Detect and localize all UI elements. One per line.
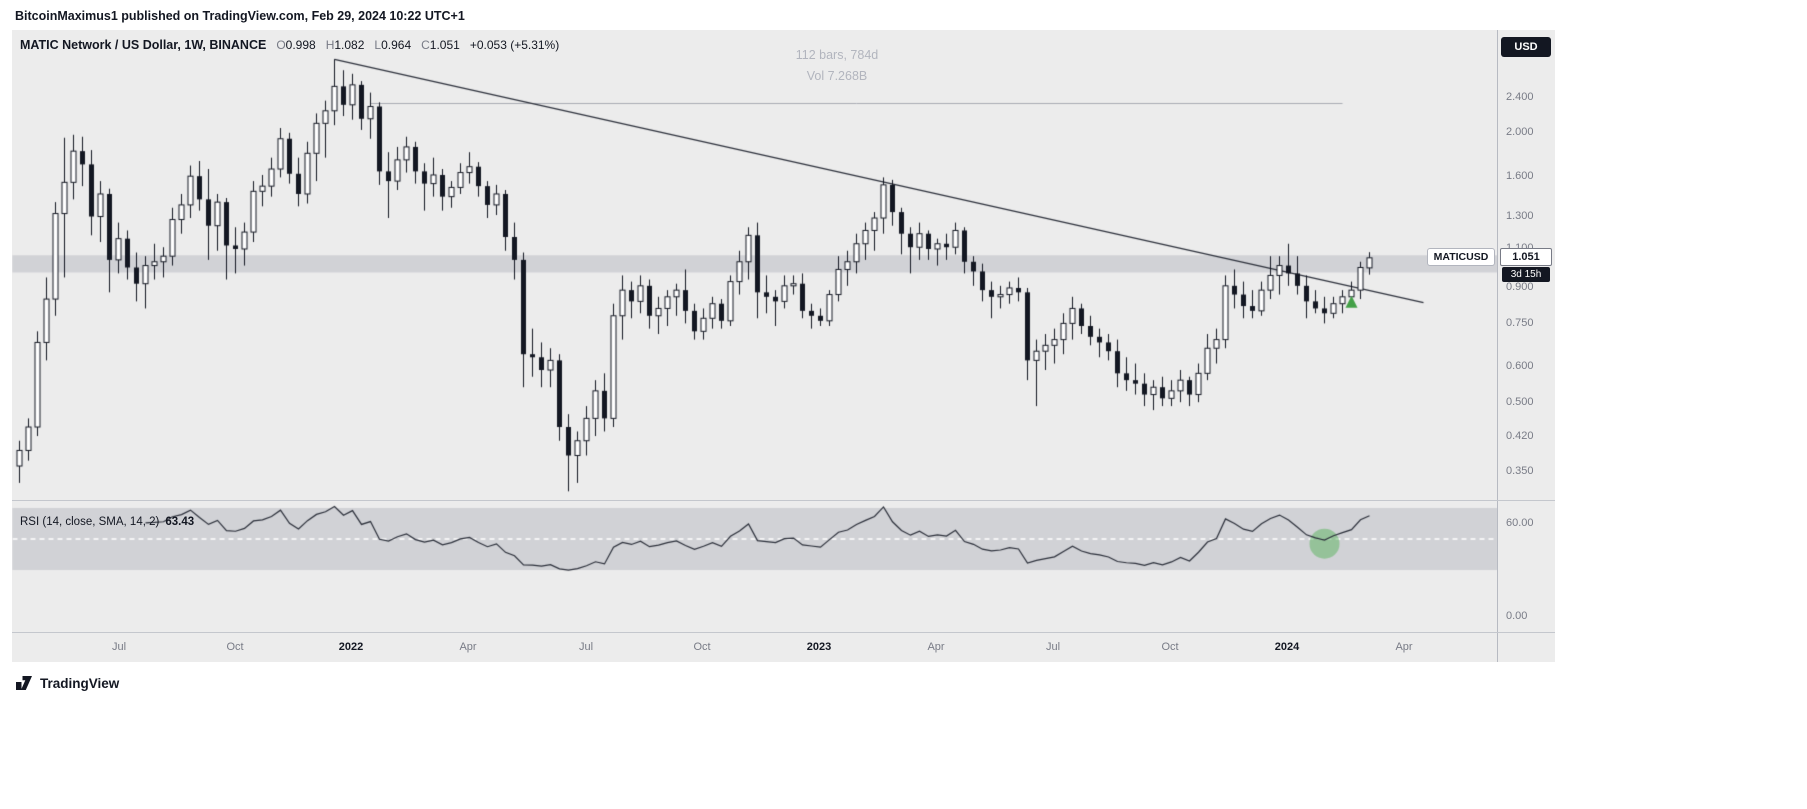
time-tick-label: Jul (578, 641, 594, 653)
ohlc-open: O0.998 (276, 38, 316, 52)
price-tick-label: 2.000 (1506, 126, 1534, 139)
currency-badge[interactable]: USD (1501, 37, 1551, 57)
tradingview-brand[interactable]: TradingView (40, 675, 120, 691)
time-tick-label: Apr (459, 641, 477, 653)
range-measure-volume: Vol 7.268B (806, 69, 868, 83)
time-tick-label: Apr (927, 641, 945, 653)
price-tick-label: 0.600 (1506, 360, 1534, 373)
time-tick-label: Oct (1161, 641, 1179, 653)
bar-countdown: 3d 15h (1502, 267, 1550, 283)
tradingview-logo-icon[interactable] (15, 674, 33, 692)
time-tick-label: Jul (111, 641, 127, 653)
price-tick-label: 0.350 (1506, 464, 1534, 477)
time-axis-divider (12, 632, 1555, 633)
time-tick-label: Oct (226, 641, 244, 653)
time-tick-label: 2023 (806, 641, 832, 653)
ohlc-low: L0.964 (374, 38, 412, 52)
time-tick-label: 2024 (1274, 641, 1300, 653)
price-axis[interactable]: USD 1.051 3d 15h 2.4002.0001.6001.3001.1… (1498, 30, 1555, 632)
symbol-title: MATIC Network / US Dollar, 1W, BINANCE (20, 38, 267, 52)
footer: TradingView (15, 674, 119, 692)
price-change: +0.053 (+5.31%) (469, 38, 560, 52)
price-tick-label: 1.300 (1506, 210, 1534, 223)
range-measure-label: 112 bars, 784d Vol 7.268B (712, 45, 962, 87)
symbol-legend: MATIC Network / US Dollar, 1W, BINANCE O… (20, 38, 559, 52)
rsi-value: 63.43 (165, 516, 195, 528)
price-tick-label: 0.500 (1506, 395, 1534, 408)
time-tick-label: Oct (693, 641, 711, 653)
rsi-legend-text: RSI (14, close, SMA, 14, 2) (20, 516, 160, 528)
price-axis-separator (1497, 30, 1498, 662)
price-tick-label: 2.400 (1506, 90, 1534, 103)
last-price-label: 1.051 (1500, 248, 1552, 267)
time-tick-label: Jul (1045, 641, 1061, 653)
time-tick-label: Apr (1395, 641, 1413, 653)
price-tick-label: 0.420 (1506, 429, 1534, 442)
rsi-legend: RSI (14, close, SMA, 14, 2) 63.43 (20, 516, 194, 528)
rsi-tick-label: 60.00 (1506, 517, 1534, 529)
price-chart-canvas[interactable] (12, 30, 1497, 632)
chart-container[interactable]: MATIC Network / US Dollar, 1W, BINANCE O… (12, 30, 1555, 662)
pane-divider (12, 500, 1555, 501)
price-tick-label: 0.900 (1506, 281, 1534, 294)
range-measure-bars: 112 bars, 784d (795, 48, 879, 62)
time-tick-label: 2022 (338, 641, 364, 653)
symbol-price-tag: MATICUSD (1427, 248, 1495, 267)
price-tick-label: 0.750 (1506, 316, 1534, 329)
price-tick-label: 1.600 (1506, 169, 1534, 182)
time-axis[interactable]: Jul Oct 2022 Apr Jul Oct 2023 Apr Jul Oct 2024 Apr (12, 632, 1497, 662)
publish-header: BitcoinMaximus1 published on TradingView… (0, 0, 1807, 30)
rsi-tick-label: 0.00 (1506, 610, 1528, 622)
ohlc-close: C1.051 (421, 38, 460, 52)
publish-info-text: BitcoinMaximus1 published on TradingView… (15, 9, 465, 23)
ohlc-high: H1.082 (325, 38, 365, 52)
